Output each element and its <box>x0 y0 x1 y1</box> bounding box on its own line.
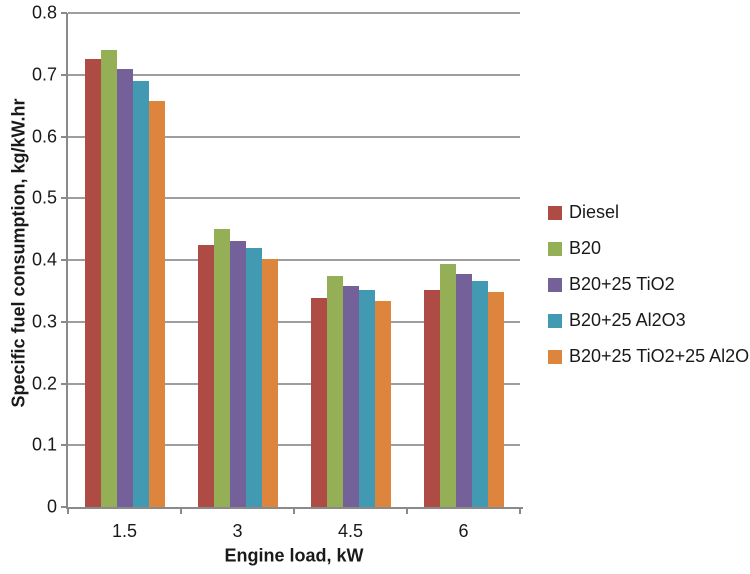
legend-item-diesel: Diesel <box>548 202 750 223</box>
y-tick-label-0.5: 0.5 <box>31 187 57 208</box>
x-tickmark-3 <box>406 507 408 514</box>
bar-b20-25-tio2-1.5 <box>116 68 133 507</box>
bar-b20-3 <box>213 228 230 507</box>
legend-label: B20+25 TiO2 <box>569 274 675 294</box>
gridline-0.3 <box>68 320 520 323</box>
y-tick-label-0.7: 0.7 <box>31 64 57 85</box>
legend-swatch-icon <box>548 349 562 364</box>
y-tickmark-0.5 <box>61 197 67 200</box>
x-tick-label-3: 3 <box>232 521 243 541</box>
y-tickmark-0 <box>61 506 67 508</box>
legend-swatch-icon <box>548 241 562 256</box>
y-tickmark-0.4 <box>61 259 67 261</box>
bar-b20-4.5 <box>326 276 343 507</box>
legend-swatch-icon <box>548 205 562 220</box>
y-tick-label-0.8: 0.8 <box>31 2 57 23</box>
bar-b20-25-tio2-25-al2o3-3 <box>261 258 278 507</box>
bar-b20-25-al2o3-3 <box>245 247 262 507</box>
bar-diesel-1.5 <box>84 59 101 507</box>
bar-b20-25-tio2-6 <box>455 274 472 507</box>
x-tick-label-6: 6 <box>458 521 469 541</box>
x-tickmark-4 <box>519 507 521 514</box>
x-tickmark-2 <box>293 507 295 514</box>
y-tickmark-0.3 <box>61 320 67 323</box>
gridline-0.1 <box>68 444 520 447</box>
legend-label: Diesel <box>569 202 620 222</box>
gridline-0.8 <box>68 12 520 14</box>
bar-b20-25-tio2-25-al2o3-4.5 <box>374 301 391 507</box>
gridline-0.7 <box>68 73 520 76</box>
bar-b20-25-al2o3-4.5 <box>358 289 375 507</box>
legend-item-b20-25-tio2: B20+25 TiO2 <box>548 274 750 295</box>
bar-b20-25-tio2-4.5 <box>342 285 359 507</box>
gridline-0.5 <box>68 197 520 200</box>
bar-b20-25-tio2-25-al2o3-1.5 <box>148 100 165 507</box>
legend-swatch-icon <box>548 313 562 328</box>
legend-label: B20 <box>569 238 602 258</box>
y-axis-line <box>66 13 68 509</box>
gridline-0.6 <box>68 135 520 138</box>
gridline-0.2 <box>68 382 520 385</box>
bar-b20-6 <box>439 264 456 507</box>
y-tick-label-0: 0 <box>46 496 57 517</box>
bar-group-6 <box>407 13 520 507</box>
bar-b20-25-al2o3-1.5 <box>132 80 149 507</box>
bar-group-3 <box>181 13 294 507</box>
bar-diesel-6 <box>423 289 440 507</box>
bar-diesel-3 <box>197 245 214 507</box>
legend-label: B20+25 Al2O3 <box>569 310 686 330</box>
gridline-0.4 <box>68 259 520 261</box>
y-tick-label-0.2: 0.2 <box>31 373 57 393</box>
y-tick-label-0.3: 0.3 <box>31 311 57 332</box>
y-tick-label-0.6: 0.6 <box>31 126 57 146</box>
y-tickmark-0.6 <box>61 135 67 138</box>
bar-groups <box>68 13 520 507</box>
legend-item-b20: B20 <box>548 238 750 259</box>
legend: Diesel B20 B20+25 TiO2 B20+25 Al2O3 B20+25 T… <box>548 202 750 382</box>
bar-b20-25-al2o3-6 <box>471 281 488 507</box>
plot-area <box>68 12 520 507</box>
x-tickmark-0 <box>67 507 69 514</box>
x-tickmark-1 <box>180 507 182 514</box>
legend-item-b20-25-al2o3: B20+25 Al2O3 <box>548 310 750 331</box>
legend-swatch-icon <box>548 277 562 292</box>
x-axis-title: Engine load, kW <box>224 545 364 566</box>
legend-item-b20-25-tio2-25-al2o3: B20+25 TiO2+25 Al2O3 <box>548 346 750 367</box>
bar-diesel-4.5 <box>310 298 327 507</box>
bar-b20-1.5 <box>100 50 117 507</box>
x-tick-label-4.5: 4.5 <box>337 521 364 541</box>
y-tickmark-0.8 <box>61 12 67 14</box>
legend-label: B20+25 TiO2+25 Al2O3 <box>569 346 750 366</box>
bar-b20-25-tio2-3 <box>229 240 246 507</box>
bar-b20-25-tio2-25-al2o3-6 <box>487 291 504 507</box>
y-tickmark-0.7 <box>61 73 67 76</box>
y-tick-label-0.1: 0.1 <box>31 434 57 455</box>
y-tickmark-0.2 <box>61 382 67 385</box>
bar-group-1.5 <box>68 13 181 507</box>
y-tick-label-0.4: 0.4 <box>31 249 57 270</box>
x-tick-label-1.5: 1.5 <box>111 521 138 541</box>
bar-group-4.5 <box>294 13 407 507</box>
y-tickmark-0.1 <box>61 444 67 447</box>
